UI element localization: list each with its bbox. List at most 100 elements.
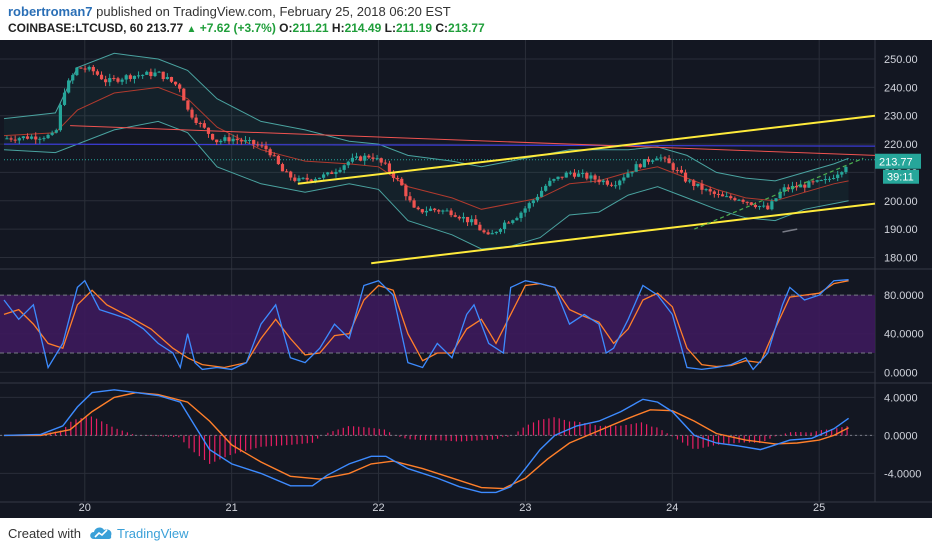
candle-body [284, 171, 289, 173]
candle-body [552, 179, 556, 181]
candle-body [655, 158, 659, 161]
candle-body [696, 183, 700, 186]
candle-body [387, 163, 392, 172]
candle-body [305, 177, 309, 180]
candle-body [182, 88, 186, 101]
candle-body [581, 172, 585, 174]
candle-body [753, 204, 758, 208]
candle-body [601, 180, 605, 183]
last-price-badge [875, 153, 921, 169]
candle-body [235, 138, 239, 141]
candle-body [725, 196, 729, 198]
candle-body [9, 138, 13, 140]
candle-body [289, 171, 293, 178]
candle-body [437, 210, 441, 212]
candle-body [231, 138, 235, 142]
candle-body [626, 173, 630, 178]
candle-body [704, 189, 708, 191]
candle-body [671, 163, 675, 170]
candle-body [840, 172, 844, 175]
candle-body [663, 157, 667, 159]
author-link[interactable]: robertroman7 [8, 4, 93, 19]
candle-body [375, 158, 379, 160]
candle-body [535, 196, 540, 201]
candle-body [548, 180, 552, 186]
candle-body [749, 202, 753, 205]
y-tick-label: 220.00 [884, 139, 918, 151]
candle-body [276, 155, 280, 165]
candle-body [470, 219, 474, 223]
low-label: L: [384, 21, 396, 35]
bollinger-lower-line [3, 120, 849, 250]
x-tick-label: 20 [79, 502, 91, 514]
stochastic-d-line [3, 280, 849, 369]
close-label: C: [435, 21, 449, 35]
candle-body [83, 68, 87, 70]
chart-header: robertroman7 published on TradingView.co… [0, 0, 932, 40]
candle-body [679, 169, 684, 173]
candle-body [346, 161, 350, 166]
candle-body [391, 171, 396, 178]
candle-body [239, 140, 243, 142]
candle-body [396, 177, 400, 179]
candle-body [104, 79, 108, 83]
candle-body [194, 117, 198, 123]
candle-body [527, 203, 531, 209]
candle-body [157, 71, 161, 73]
stochastic-pane[interactable] [0, 279, 875, 371]
macd-pane[interactable] [0, 389, 875, 494]
candle-body [794, 185, 799, 188]
candle-body [762, 205, 766, 207]
candle-body [733, 198, 737, 201]
horizontal-blue-line [3, 143, 876, 147]
candle-body [293, 177, 297, 181]
chart-canvas[interactable]: 202122232425250.00240.00230.00220.00210.… [0, 40, 932, 518]
candle-body [502, 222, 507, 230]
candle-body [716, 193, 721, 195]
candle-body [803, 184, 807, 188]
stochastic-k-line [3, 279, 849, 371]
candle-body [692, 180, 696, 186]
tradingview-cloud-icon[interactable] [88, 525, 114, 541]
candle-body [206, 127, 211, 134]
candle-body [326, 172, 330, 175]
created-with-text: Created with [8, 526, 81, 541]
candle-body [21, 136, 25, 139]
up-arrow-icon: ▲ [186, 24, 197, 35]
candle-body [350, 157, 354, 162]
candle-body [823, 179, 827, 181]
countdown-badge [883, 169, 919, 184]
candle-body [91, 66, 95, 72]
candle-body [297, 178, 301, 181]
candle-body [539, 190, 544, 197]
candle-body [379, 158, 383, 163]
candle-body [309, 179, 313, 181]
candle-body [136, 75, 141, 77]
candle-body [186, 100, 190, 110]
candle-body [408, 196, 412, 201]
candle-body [367, 155, 371, 158]
candle-body [597, 179, 601, 183]
y-tick-label: 180.00 [884, 252, 918, 264]
price-pane[interactable] [3, 52, 876, 265]
candle-body [807, 181, 811, 188]
candle-body [778, 191, 782, 199]
candle-body [683, 172, 688, 182]
low-value: 211.19 [395, 21, 432, 35]
candle-body [675, 169, 679, 171]
candle-body [227, 137, 231, 142]
candle-body [404, 185, 408, 197]
candle-body [618, 180, 622, 186]
candle-body [42, 138, 46, 140]
candle-body [819, 180, 823, 182]
candle-body [161, 71, 165, 80]
candle-body [614, 185, 618, 187]
dashed-trend-line [694, 157, 864, 230]
candle-body [511, 220, 515, 223]
candle-body [190, 109, 194, 118]
y-tick-label: 0.0000 [884, 430, 918, 442]
candle-body [173, 81, 178, 85]
tradingview-link[interactable]: TradingView [117, 526, 189, 541]
candle-body [478, 224, 482, 231]
candle-body [568, 172, 572, 174]
